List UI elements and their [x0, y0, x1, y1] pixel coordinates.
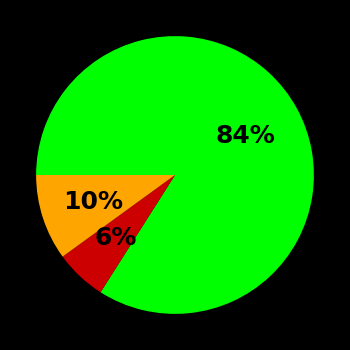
Wedge shape [36, 175, 175, 257]
Text: 6%: 6% [95, 226, 137, 250]
Text: 84%: 84% [216, 124, 275, 148]
Text: 10%: 10% [63, 190, 123, 214]
Wedge shape [36, 36, 314, 314]
Wedge shape [63, 175, 175, 292]
